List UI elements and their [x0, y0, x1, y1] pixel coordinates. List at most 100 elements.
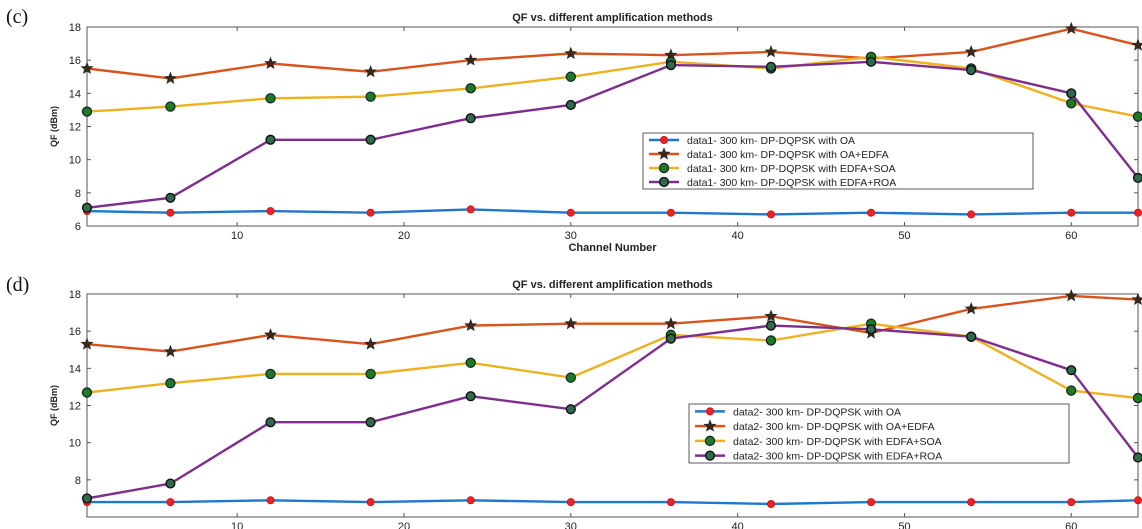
x-tick-label: 40 — [731, 521, 743, 529]
y-axis-label-c: QF (dBm) — [49, 106, 59, 147]
data-point — [366, 208, 375, 217]
y-tick-label: 6 — [75, 221, 81, 233]
data-point — [764, 309, 778, 322]
data-point — [466, 205, 475, 214]
data-point — [466, 496, 475, 505]
series-d-1 — [80, 289, 1142, 358]
legend-label: data2- 300 km- DP-DQPSK with EDFA+ROA — [733, 451, 942, 463]
data-point — [1132, 172, 1142, 184]
data-point — [1131, 292, 1142, 306]
x-tick-label: 60 — [1065, 521, 1077, 529]
series-line — [86, 324, 1139, 500]
series-line — [86, 60, 1139, 209]
data-point — [1066, 385, 1077, 396]
data-point — [81, 202, 93, 213]
data-point — [967, 498, 976, 507]
data-point — [564, 46, 578, 60]
x-tick-label: 50 — [898, 521, 910, 529]
data-point — [964, 45, 978, 58]
legend-d: data2- 300 km- DP-DQPSK with OA data2- 30… — [688, 403, 1070, 464]
data-point — [765, 61, 777, 72]
data-point — [564, 316, 578, 330]
data-point — [165, 101, 176, 112]
legend-label: data1- 300 km- DP-DQPSK with OA+EDFA — [687, 149, 889, 161]
y-tick-label: 16 — [69, 55, 81, 67]
legend-box — [688, 403, 1070, 464]
data-point — [81, 387, 93, 398]
data-point — [665, 60, 676, 71]
data-point — [666, 498, 675, 507]
data-point — [665, 333, 676, 344]
data-point — [765, 335, 777, 346]
legend-marker — [660, 135, 669, 144]
y-tick-label: 14 — [69, 363, 81, 375]
legend-marker — [703, 419, 717, 432]
data-point — [464, 53, 478, 66]
y-tick-label: 18 — [69, 289, 81, 301]
data-point — [465, 83, 476, 94]
data-point — [1066, 88, 1077, 99]
y-axis-label-d: QF (dBm) — [49, 385, 59, 426]
data-point — [566, 498, 575, 507]
plot-area-c — [86, 26, 1139, 227]
data-point — [264, 56, 277, 69]
data-point — [265, 134, 276, 145]
data-point — [166, 498, 175, 507]
data-point — [1134, 208, 1142, 217]
series-line — [86, 208, 1138, 216]
data-point — [967, 210, 976, 219]
x-tick-label: 20 — [398, 521, 410, 529]
legend-marker — [704, 450, 716, 461]
series-d-3 — [81, 320, 1142, 504]
y-tick-label: 18 — [69, 22, 81, 34]
series-line — [86, 294, 1139, 353]
data-point — [365, 134, 376, 145]
data-point — [364, 64, 378, 78]
series-line — [86, 27, 1139, 80]
legend-marker — [706, 407, 715, 416]
data-point — [666, 208, 675, 217]
series-d-0 — [83, 496, 1142, 508]
legend-label: data2- 300 km- DP-DQPSK with OA — [733, 406, 901, 418]
series-c-0 — [83, 205, 1142, 219]
panel-label-c: (c) — [6, 6, 29, 28]
data-point — [565, 372, 576, 383]
x-tick-label: 30 — [565, 230, 577, 242]
legend-c: data1- 300 km- DP-DQPSK with OA data1- 30… — [642, 132, 1034, 190]
y-tick-label: 14 — [69, 88, 81, 100]
chart-panel-c: (c) QF vs. different amplification metho… — [0, 0, 1142, 262]
legend-marker — [658, 162, 670, 174]
legend-marker — [657, 147, 671, 160]
data-point — [867, 208, 876, 217]
legend-label: data1- 300 km- DP-DQPSK with EDFA+ROA — [687, 177, 896, 189]
x-tick-label: 60 — [1065, 230, 1077, 242]
data-point — [1134, 496, 1142, 505]
data-point — [266, 207, 275, 216]
data-point — [1066, 98, 1077, 109]
data-point — [465, 113, 476, 124]
chart-title-d: QF vs. different amplification methods — [512, 279, 712, 291]
data-point — [1066, 365, 1077, 376]
data-point — [566, 208, 575, 217]
legend-label: data2- 300 km- DP-DQPSK with EDFA+SOA — [733, 436, 942, 448]
data-point — [865, 56, 877, 67]
data-point — [565, 71, 576, 82]
data-point — [565, 99, 576, 111]
legend-marker — [658, 176, 670, 188]
y-tick-label: 8 — [75, 188, 81, 200]
data-point — [464, 318, 478, 332]
data-point — [765, 320, 777, 331]
y-tick-label: 10 — [69, 438, 81, 450]
data-point — [1131, 38, 1142, 51]
data-point — [365, 91, 376, 102]
data-point — [365, 368, 376, 380]
data-point — [1067, 208, 1076, 217]
y-tick-label: 12 — [69, 401, 81, 413]
series-line — [87, 499, 1139, 506]
data-point — [80, 61, 94, 74]
y-tick-label: 16 — [69, 326, 81, 338]
data-point — [1064, 289, 1078, 302]
data-point — [165, 478, 176, 489]
data-point — [766, 210, 775, 219]
data-point — [265, 368, 276, 380]
